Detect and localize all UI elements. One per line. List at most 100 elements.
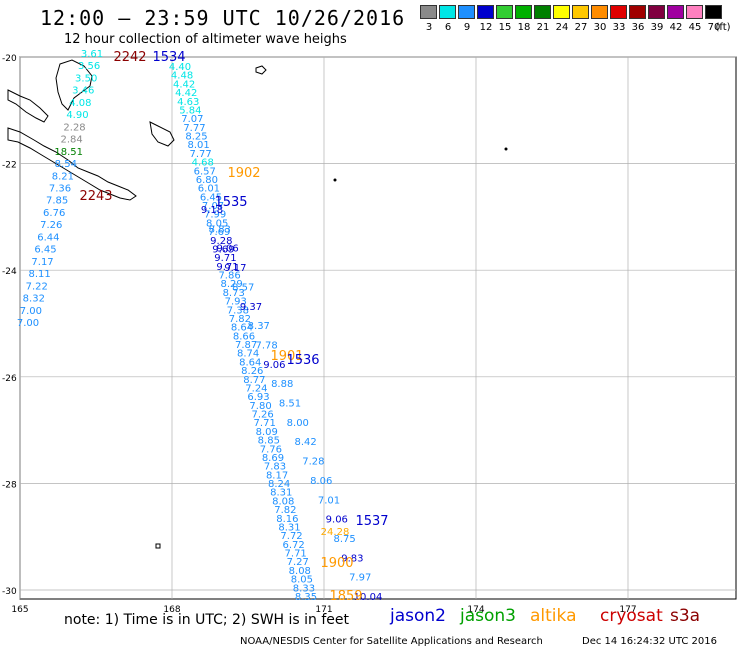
wave-height-value: 7.36 bbox=[49, 184, 71, 195]
footer-timestamp: Dec 14 16:24:32 UTC 2016 bbox=[582, 636, 717, 647]
wave-height-value: 8.37 bbox=[248, 321, 270, 332]
wave-height-value: 6.01 bbox=[198, 184, 220, 195]
colorbar-tick: 6 bbox=[444, 22, 452, 33]
pass-time-label: 2243 bbox=[79, 189, 112, 204]
wave-height-value: 8.11 bbox=[29, 269, 51, 280]
map-subtitle: 12 hour collection of altimeter wave hei… bbox=[64, 32, 347, 47]
wave-height-value: 6.80 bbox=[196, 175, 218, 186]
colorbar-swatch bbox=[420, 5, 437, 19]
wave-height-value: 6.45 bbox=[200, 192, 222, 203]
colorbar-swatch bbox=[686, 5, 703, 19]
wave-height-value: 3.56 bbox=[78, 61, 100, 72]
wave-height-value: 7.71 bbox=[254, 418, 276, 429]
colorbar-unit: (ft) bbox=[715, 22, 731, 33]
pass-time-label: 1900 bbox=[320, 556, 353, 571]
wave-height-value: 7.28 bbox=[302, 457, 324, 468]
wave-height-value: 9.06 bbox=[326, 515, 348, 526]
island-dot-1 bbox=[504, 147, 508, 151]
wave-height-value: 8.74 bbox=[237, 349, 259, 360]
wave-height-value: 3.61 bbox=[81, 49, 103, 60]
wave-height-value: 7.77 bbox=[183, 123, 205, 134]
wave-height-value: 7.76 bbox=[260, 444, 282, 455]
wave-height-value: 7.71 bbox=[285, 549, 307, 560]
wave-height-value: 3.46 bbox=[72, 86, 94, 97]
wave-height-value: 6.44 bbox=[37, 232, 59, 243]
coastline bbox=[7, 59, 267, 549]
lat-tick-label: -22 bbox=[2, 161, 17, 171]
colorbar-tick: 21 bbox=[536, 22, 550, 33]
wave-height-value: 7.00 bbox=[20, 306, 42, 317]
colorbar-swatch bbox=[629, 5, 646, 19]
footer-credit: NOAA/NESDIS Center for Satellite Applica… bbox=[240, 636, 543, 647]
colorbar-tick: 18 bbox=[517, 22, 531, 33]
new-caledonia-coast bbox=[7, 127, 137, 201]
wave-height-value: 9.71 bbox=[216, 262, 238, 273]
wave-height-value: 7.86 bbox=[218, 271, 240, 282]
wave-height-value: 7.82 bbox=[229, 314, 251, 325]
wave-height-value: 9.37 bbox=[240, 302, 262, 313]
wave-height-value: 3.50 bbox=[75, 73, 97, 84]
pass-time-label: 1901 bbox=[270, 349, 303, 364]
wave-height-value: 8.16 bbox=[276, 514, 298, 525]
pass-time-label: 1537 bbox=[355, 514, 388, 529]
wave-height-value: 8.83 bbox=[209, 224, 231, 235]
colorbar-swatch bbox=[496, 5, 513, 19]
pass-time-label: 1535 bbox=[214, 195, 247, 210]
wave-height-value: 9.17 bbox=[224, 263, 246, 274]
wave-height-value: 8.26 bbox=[241, 366, 263, 377]
wave-height-value: 7.83 bbox=[264, 462, 286, 473]
wave-height-value: 7.80 bbox=[249, 401, 271, 412]
wave-height-value: 8.88 bbox=[271, 379, 293, 390]
colorbar-tick: 24 bbox=[555, 22, 569, 33]
island-small-1 bbox=[255, 65, 267, 75]
wave-height-value: 8.73 bbox=[223, 288, 245, 299]
colorbar-swatch bbox=[610, 5, 627, 19]
vanuatu-coast-1 bbox=[7, 89, 49, 123]
wave-height-value: 7.82 bbox=[274, 505, 296, 516]
wave-height-value: 5.84 bbox=[179, 105, 201, 116]
colorbar-tick: 42 bbox=[669, 22, 683, 33]
wave-height-value: 7.85 bbox=[46, 196, 68, 207]
colorbar-swatch bbox=[572, 5, 589, 19]
legend-item-jason3: jason3 bbox=[460, 606, 516, 626]
wave-height-value: 8.66 bbox=[233, 331, 255, 342]
wave-height-value: 8.06 bbox=[310, 476, 332, 487]
wave-height-value: 4.63 bbox=[177, 97, 199, 108]
wave-height-value: 8.35 bbox=[295, 592, 317, 603]
lat-tick-label: -30 bbox=[2, 587, 17, 597]
wave-height-value: 4.68 bbox=[192, 158, 214, 169]
wave-height-value: 9.83 bbox=[341, 553, 363, 564]
wave-height-value: 4.08 bbox=[69, 98, 91, 109]
wave-height-value: 8.24 bbox=[268, 479, 290, 490]
lon-tick-label: 177 bbox=[619, 605, 636, 615]
lon-tick-label: 165 bbox=[11, 605, 28, 615]
colorbar-swatch bbox=[705, 5, 722, 19]
colorbar-tick: 36 bbox=[631, 22, 645, 33]
wave-height-value: 4.42 bbox=[175, 88, 197, 99]
wave-height-value: 2.28 bbox=[63, 122, 85, 133]
wave-height-value: 7.93 bbox=[225, 297, 247, 308]
wave-height-value: 7.87 bbox=[235, 340, 257, 351]
wave-height-value: 8.00 bbox=[287, 418, 309, 429]
colorbar-swatch bbox=[515, 5, 532, 19]
lon-tick-label: 168 bbox=[163, 605, 180, 615]
pass-time-label: 1536 bbox=[286, 353, 319, 368]
wave-height-value: 6.93 bbox=[247, 392, 269, 403]
graticule: 165 168 171 174 177 -20 -22 -24 -26 -28 -30 bbox=[2, 54, 736, 615]
wave-height-value: 10.04 bbox=[354, 592, 383, 603]
wave-height-value: 4.90 bbox=[66, 110, 88, 121]
wave-height-value: 8.05 bbox=[291, 575, 313, 586]
wave-height-value: 8.32 bbox=[23, 294, 45, 305]
colorbar-swatch bbox=[553, 5, 570, 19]
colorbar-tick: 27 bbox=[574, 22, 588, 33]
wave-height-value: 7.38 bbox=[227, 305, 249, 316]
colorbar-tick: 39 bbox=[650, 22, 664, 33]
wave-height-value: 8.08 bbox=[272, 496, 294, 507]
legend-item-s3a: s3a bbox=[670, 606, 701, 626]
colorbar-swatch bbox=[591, 5, 608, 19]
wave-height-value: 8.64 bbox=[231, 323, 253, 334]
legend-item-cryosat: cryosat bbox=[600, 606, 663, 626]
wave-height-value: 8.09 bbox=[256, 427, 278, 438]
wave-height-value: 7.07 bbox=[202, 201, 224, 212]
wave-height-value: 8.77 bbox=[243, 375, 265, 386]
